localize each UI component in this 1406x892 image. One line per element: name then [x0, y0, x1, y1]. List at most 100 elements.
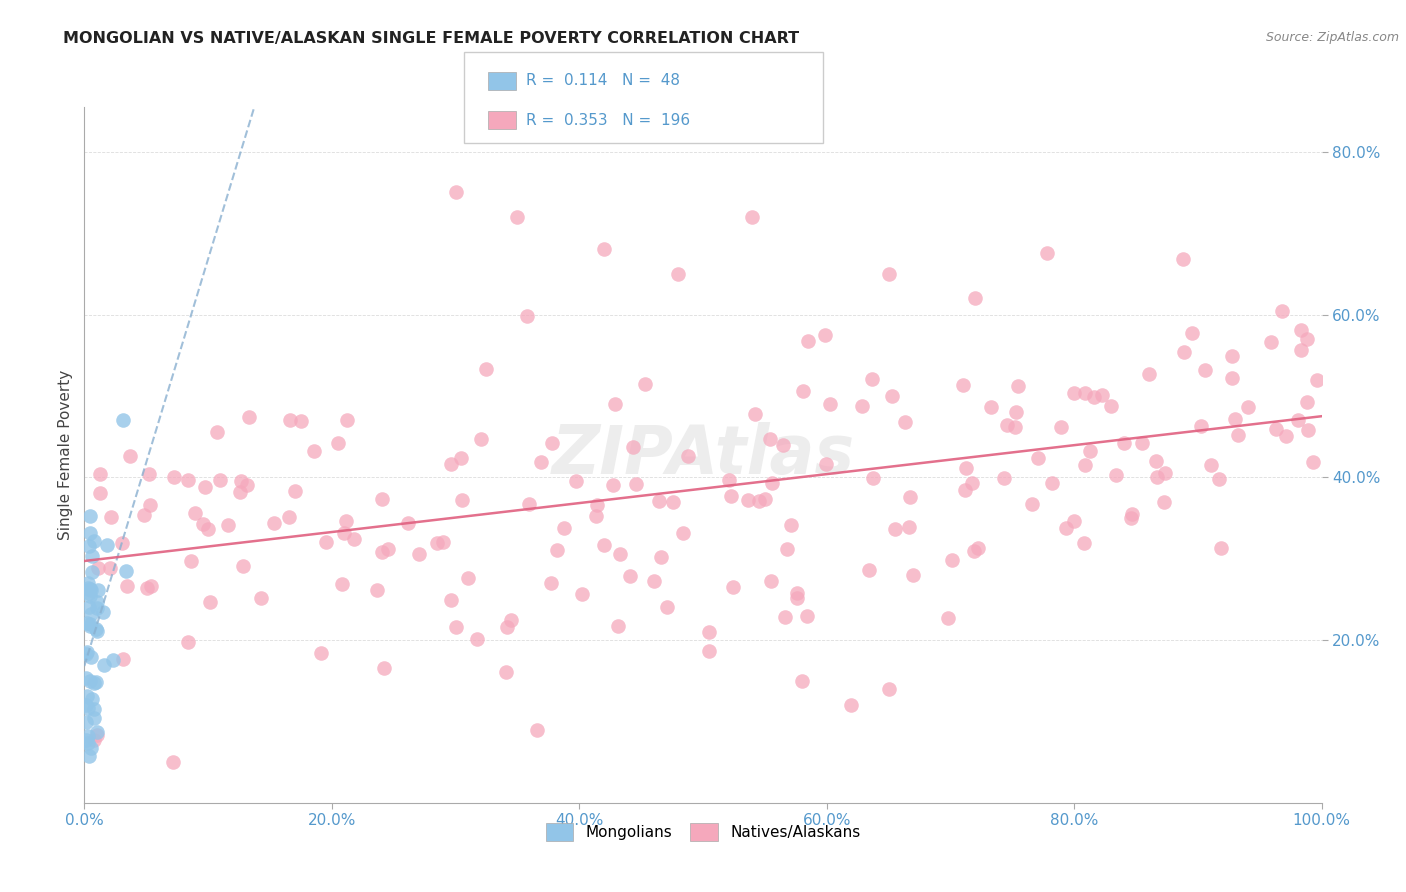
Point	[721, 580, 744, 594]
Point	[77, 539, 100, 553]
Point	[718, 473, 741, 487]
Point	[112, 413, 135, 427]
Point	[818, 397, 841, 411]
Point	[754, 492, 776, 507]
Point	[1040, 476, 1063, 491]
Point	[953, 483, 976, 497]
Point	[136, 581, 159, 595]
Point	[205, 425, 228, 439]
Point	[672, 526, 695, 541]
Point	[465, 632, 488, 646]
Point	[426, 536, 449, 550]
Point	[792, 384, 814, 398]
Point	[496, 620, 519, 634]
Point	[648, 494, 671, 508]
Point	[898, 519, 921, 533]
Text: ZIPAtlas: ZIPAtlas	[551, 422, 855, 488]
Point	[76, 689, 98, 703]
Point	[786, 591, 808, 605]
Point	[77, 748, 100, 763]
Point	[79, 616, 101, 631]
Point	[191, 516, 214, 531]
Point	[77, 700, 100, 714]
Point	[744, 407, 766, 421]
Point	[177, 473, 200, 487]
Point	[1306, 373, 1329, 387]
Point	[278, 413, 301, 427]
Point	[619, 569, 641, 583]
Point	[83, 702, 105, 716]
Point	[80, 565, 103, 579]
Point	[475, 362, 498, 376]
Point	[76, 615, 98, 630]
Point	[697, 644, 720, 658]
Point	[86, 725, 108, 739]
Point	[1265, 422, 1288, 436]
Point	[232, 559, 254, 574]
Point	[1004, 420, 1026, 434]
Point	[1286, 413, 1309, 427]
Point	[1146, 469, 1168, 483]
Point	[75, 647, 97, 661]
Point	[1189, 419, 1212, 434]
Point	[1078, 444, 1101, 458]
Point	[1073, 536, 1095, 550]
Point	[1050, 419, 1073, 434]
Point	[963, 544, 986, 558]
Point	[506, 210, 529, 224]
Point	[217, 518, 239, 533]
Point	[967, 541, 990, 555]
Point	[606, 619, 628, 633]
Point	[980, 400, 1002, 414]
Point	[76, 729, 98, 743]
Point	[1021, 497, 1043, 511]
Point	[250, 591, 273, 605]
Point	[540, 575, 562, 590]
Point	[1291, 322, 1313, 336]
Point	[139, 579, 162, 593]
Point	[997, 417, 1019, 432]
Point	[501, 613, 523, 627]
Point	[162, 469, 184, 483]
Point	[1296, 423, 1319, 437]
Point	[860, 372, 883, 386]
Point	[1105, 467, 1128, 482]
Point	[309, 646, 332, 660]
Point	[609, 547, 631, 561]
Point	[626, 476, 648, 491]
Point	[495, 665, 517, 679]
Point	[1225, 412, 1247, 426]
Point	[697, 624, 720, 639]
Point	[330, 576, 353, 591]
Point	[841, 698, 863, 713]
Point	[741, 210, 763, 224]
Point	[758, 432, 780, 446]
Point	[1271, 304, 1294, 318]
Point	[115, 564, 138, 578]
Point	[1091, 388, 1114, 402]
Point	[814, 328, 837, 343]
Point	[761, 476, 783, 491]
Point	[1296, 332, 1319, 346]
Point	[229, 474, 252, 488]
Point	[603, 397, 626, 411]
Point	[83, 711, 105, 725]
Point	[952, 377, 974, 392]
Point	[893, 415, 915, 429]
Point	[655, 599, 678, 614]
Point	[877, 267, 900, 281]
Point	[1236, 400, 1258, 414]
Point	[86, 601, 108, 615]
Point	[1036, 246, 1059, 260]
Point	[720, 489, 742, 503]
Point	[444, 186, 467, 200]
Point	[1181, 326, 1204, 341]
Point	[903, 568, 925, 582]
Point	[1194, 362, 1216, 376]
Point	[993, 471, 1015, 485]
Point	[796, 609, 818, 624]
Point	[79, 589, 101, 603]
Point	[936, 610, 959, 624]
Point	[776, 541, 799, 556]
Point	[1275, 429, 1298, 443]
